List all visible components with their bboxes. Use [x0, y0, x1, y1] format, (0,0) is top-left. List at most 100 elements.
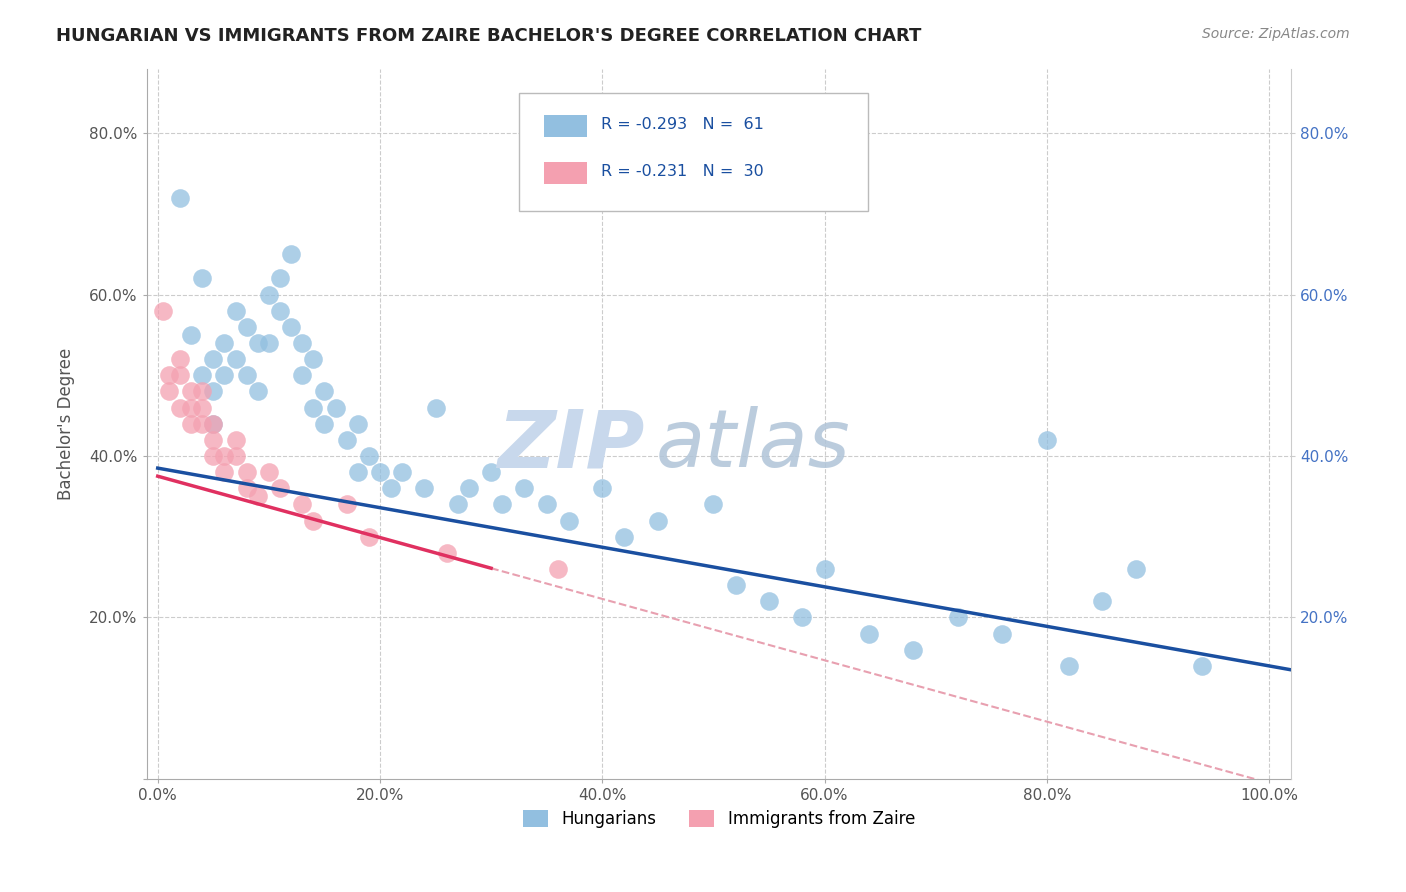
- Point: [436, 546, 458, 560]
- Point: [235, 465, 257, 479]
- Point: [191, 401, 214, 415]
- Point: [991, 626, 1014, 640]
- Point: [1191, 659, 1213, 673]
- Point: [191, 417, 214, 431]
- Point: [169, 191, 191, 205]
- Point: [903, 642, 925, 657]
- Point: [1125, 562, 1147, 576]
- Point: [152, 303, 174, 318]
- Point: [269, 303, 291, 318]
- Point: [235, 319, 257, 334]
- Point: [214, 449, 236, 463]
- Point: [169, 352, 191, 367]
- Point: [413, 481, 436, 495]
- Point: [202, 449, 225, 463]
- Bar: [544, 115, 588, 137]
- Point: [180, 327, 202, 342]
- Text: ZIP: ZIP: [498, 406, 644, 484]
- Point: [302, 514, 325, 528]
- Point: [558, 514, 581, 528]
- FancyBboxPatch shape: [519, 94, 868, 211]
- Point: [314, 417, 336, 431]
- Point: [357, 530, 380, 544]
- Point: [724, 578, 747, 592]
- Point: [368, 465, 391, 479]
- Point: [269, 271, 291, 285]
- Point: [1057, 659, 1080, 673]
- Bar: [544, 161, 588, 185]
- Point: [336, 498, 359, 512]
- Point: [191, 271, 214, 285]
- Point: [225, 433, 247, 447]
- Point: [291, 368, 314, 383]
- Point: [291, 498, 314, 512]
- Point: [1036, 433, 1059, 447]
- Point: [357, 449, 380, 463]
- Point: [202, 384, 225, 399]
- Point: [202, 433, 225, 447]
- Point: [246, 384, 269, 399]
- Point: [758, 594, 780, 608]
- Point: [180, 401, 202, 415]
- Point: [191, 368, 214, 383]
- Point: [536, 498, 558, 512]
- Point: [235, 368, 257, 383]
- Point: [246, 489, 269, 503]
- Point: [157, 384, 180, 399]
- Point: [235, 481, 257, 495]
- Point: [457, 481, 479, 495]
- Text: Source: ZipAtlas.com: Source: ZipAtlas.com: [1202, 27, 1350, 41]
- Point: [380, 481, 402, 495]
- Point: [1091, 594, 1114, 608]
- Point: [346, 417, 368, 431]
- Point: [792, 610, 814, 624]
- Point: [325, 401, 347, 415]
- Point: [225, 449, 247, 463]
- Point: [813, 562, 835, 576]
- Text: R = -0.231   N =  30: R = -0.231 N = 30: [600, 164, 763, 179]
- Point: [280, 319, 302, 334]
- Point: [302, 401, 325, 415]
- Point: [214, 336, 236, 351]
- Point: [291, 336, 314, 351]
- Point: [202, 352, 225, 367]
- Point: [214, 465, 236, 479]
- Text: R = -0.293   N =  61: R = -0.293 N = 61: [600, 117, 763, 132]
- Point: [180, 417, 202, 431]
- Point: [946, 610, 969, 624]
- Point: [425, 401, 447, 415]
- Y-axis label: Bachelor's Degree: Bachelor's Degree: [58, 348, 75, 500]
- Point: [180, 384, 202, 399]
- Point: [257, 336, 280, 351]
- Point: [257, 465, 280, 479]
- Point: [314, 384, 336, 399]
- Text: HUNGARIAN VS IMMIGRANTS FROM ZAIRE BACHELOR'S DEGREE CORRELATION CHART: HUNGARIAN VS IMMIGRANTS FROM ZAIRE BACHE…: [56, 27, 921, 45]
- Point: [447, 498, 470, 512]
- Point: [491, 498, 513, 512]
- Point: [157, 368, 180, 383]
- Point: [513, 481, 536, 495]
- Point: [269, 481, 291, 495]
- Point: [613, 530, 636, 544]
- Point: [547, 562, 569, 576]
- Point: [702, 498, 724, 512]
- Point: [336, 433, 359, 447]
- Point: [858, 626, 880, 640]
- Point: [346, 465, 368, 479]
- Point: [591, 481, 613, 495]
- Point: [391, 465, 413, 479]
- Legend: Hungarians, Immigrants from Zaire: Hungarians, Immigrants from Zaire: [516, 803, 922, 835]
- Point: [479, 465, 502, 479]
- Point: [225, 352, 247, 367]
- Point: [214, 368, 236, 383]
- Point: [169, 368, 191, 383]
- Point: [169, 401, 191, 415]
- Point: [191, 384, 214, 399]
- Point: [225, 303, 247, 318]
- Point: [257, 287, 280, 301]
- Point: [202, 417, 225, 431]
- Point: [280, 247, 302, 261]
- Point: [202, 417, 225, 431]
- Text: atlas: atlas: [657, 406, 851, 484]
- Point: [302, 352, 325, 367]
